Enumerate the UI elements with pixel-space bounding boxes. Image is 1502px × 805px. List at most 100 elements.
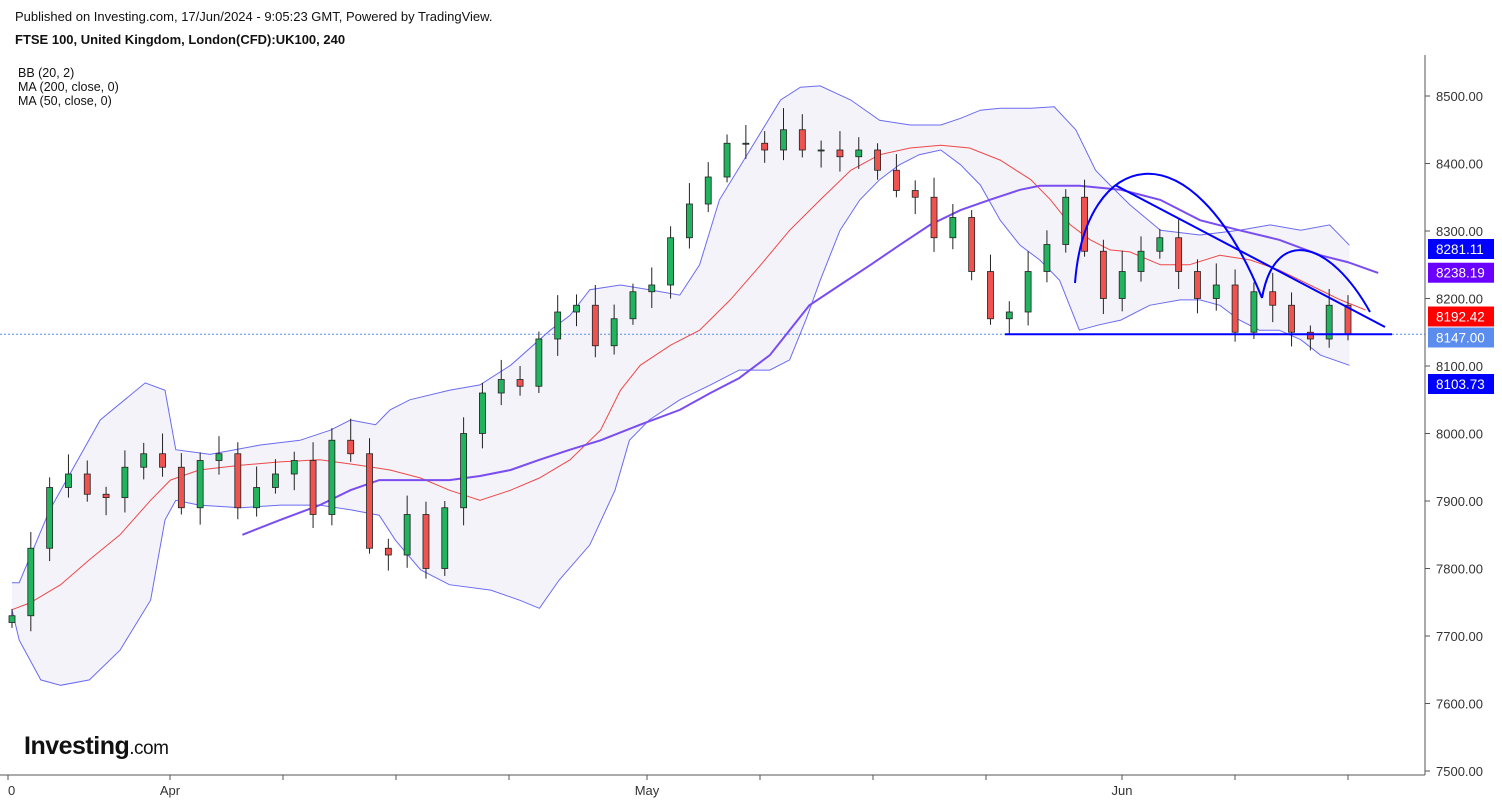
candle-up xyxy=(1062,196,1070,245)
candle-down xyxy=(1099,250,1107,299)
candle-down xyxy=(384,547,392,556)
candle-up xyxy=(554,311,562,340)
candle-down xyxy=(798,129,806,151)
candle-up xyxy=(742,142,750,145)
investing-logo: Investing.com xyxy=(24,732,169,760)
candle-up xyxy=(272,473,279,488)
candle-down xyxy=(968,217,976,272)
candle-down xyxy=(422,514,430,569)
candle-down xyxy=(83,473,91,495)
indicator-ma200[interactable]: MA (200, close, 0) xyxy=(18,80,119,94)
candle-up xyxy=(686,203,693,239)
candle-down xyxy=(761,142,769,151)
x-tick-label: May xyxy=(635,783,660,798)
y-tick-label: 7500.00 xyxy=(1436,764,1483,779)
candle-down xyxy=(1175,237,1183,272)
bollinger-lower-line xyxy=(11,149,1350,686)
candle-up xyxy=(403,514,411,556)
candle-up xyxy=(1212,284,1220,299)
candle-up xyxy=(121,466,129,499)
candle-down xyxy=(366,453,373,549)
indicator-bb[interactable]: BB (20, 2) xyxy=(18,66,75,80)
y-tick-label: 8200.00 xyxy=(1436,292,1483,307)
candle-up xyxy=(535,338,543,387)
price-label: 8147.00 xyxy=(1436,331,1485,346)
candle-down xyxy=(1306,331,1314,340)
candle-up xyxy=(8,615,16,623)
candle-up xyxy=(65,473,72,488)
candle-down xyxy=(516,379,524,387)
candle-down xyxy=(874,149,881,171)
candle-up xyxy=(723,142,731,178)
candle-down xyxy=(177,466,185,509)
y-tick-label: 8400.00 xyxy=(1436,157,1483,172)
candle-up xyxy=(328,439,336,515)
candle-up xyxy=(573,304,580,313)
candle-up xyxy=(1156,237,1164,252)
price-label: 8281.11 xyxy=(1436,242,1484,257)
ma-50-line xyxy=(242,184,1379,536)
candle-up xyxy=(1118,271,1126,299)
chart-title: FTSE 100, United Kingdom, London(CFD):UK… xyxy=(15,32,346,47)
candle-up xyxy=(46,487,54,549)
price-label-box xyxy=(1428,239,1494,259)
price-label: 8238.19 xyxy=(1436,266,1485,281)
candle-up xyxy=(441,507,449,569)
candle-up xyxy=(855,149,863,158)
price-label-box xyxy=(1428,306,1494,327)
candle-down xyxy=(911,190,919,198)
candle-up xyxy=(1024,271,1032,313)
candle-down xyxy=(591,304,599,347)
y-tick-label: 7600.00 xyxy=(1436,697,1483,712)
price-label-box xyxy=(1428,262,1494,283)
candle-up xyxy=(817,149,825,152)
candle-up xyxy=(780,129,787,151)
candle-up xyxy=(1043,244,1051,272)
candle-up xyxy=(196,460,204,509)
candle-down xyxy=(309,460,317,515)
candle-up xyxy=(1250,291,1258,333)
x-tick-label: 0 xyxy=(8,783,15,798)
candle-down xyxy=(347,439,355,455)
y-tick-label: 7800.00 xyxy=(1436,562,1483,577)
candle-down xyxy=(892,169,900,191)
x-tick-label: Jun xyxy=(1112,783,1133,798)
candle-up xyxy=(704,176,712,205)
candle-down xyxy=(1231,284,1239,333)
candle-up xyxy=(949,217,957,239)
candle-down xyxy=(930,196,938,239)
candle-up xyxy=(215,453,223,461)
price-label: 8192.42 xyxy=(1436,310,1485,325)
candle-up xyxy=(497,379,505,394)
y-tick-label: 8000.00 xyxy=(1436,427,1483,442)
published-note: Published on Investing.com, 17/Jun/2024 … xyxy=(15,9,493,24)
candle-up xyxy=(27,547,35,617)
trendline-drawing xyxy=(1114,184,1386,328)
candle-up xyxy=(479,392,486,434)
candle-down xyxy=(1288,304,1295,333)
ma-basis-line xyxy=(11,144,1366,611)
candle-up xyxy=(253,487,261,509)
candle-up xyxy=(629,291,637,320)
candle-up xyxy=(1137,250,1145,272)
candle-down xyxy=(987,271,994,320)
candle-down xyxy=(1269,291,1277,306)
candle-up xyxy=(1325,304,1333,340)
candle-up xyxy=(667,237,674,286)
candle-up xyxy=(140,453,148,468)
candle-up xyxy=(290,460,298,475)
candle-up xyxy=(648,284,656,293)
indicator-ma50[interactable]: MA (50, close, 0) xyxy=(18,94,112,108)
price-label: 8103.73 xyxy=(1436,377,1485,392)
candle-up xyxy=(610,318,618,347)
y-tick-label: 8300.00 xyxy=(1436,224,1483,239)
x-tick-label: Apr xyxy=(160,783,181,798)
shoulder-arc-drawing xyxy=(1261,249,1371,313)
bollinger-upper-line xyxy=(12,85,1350,584)
y-tick-label: 7900.00 xyxy=(1436,494,1483,509)
y-tick-label: 8500.00 xyxy=(1436,89,1483,104)
candle-down xyxy=(102,493,110,499)
candle-down xyxy=(1194,271,1201,299)
